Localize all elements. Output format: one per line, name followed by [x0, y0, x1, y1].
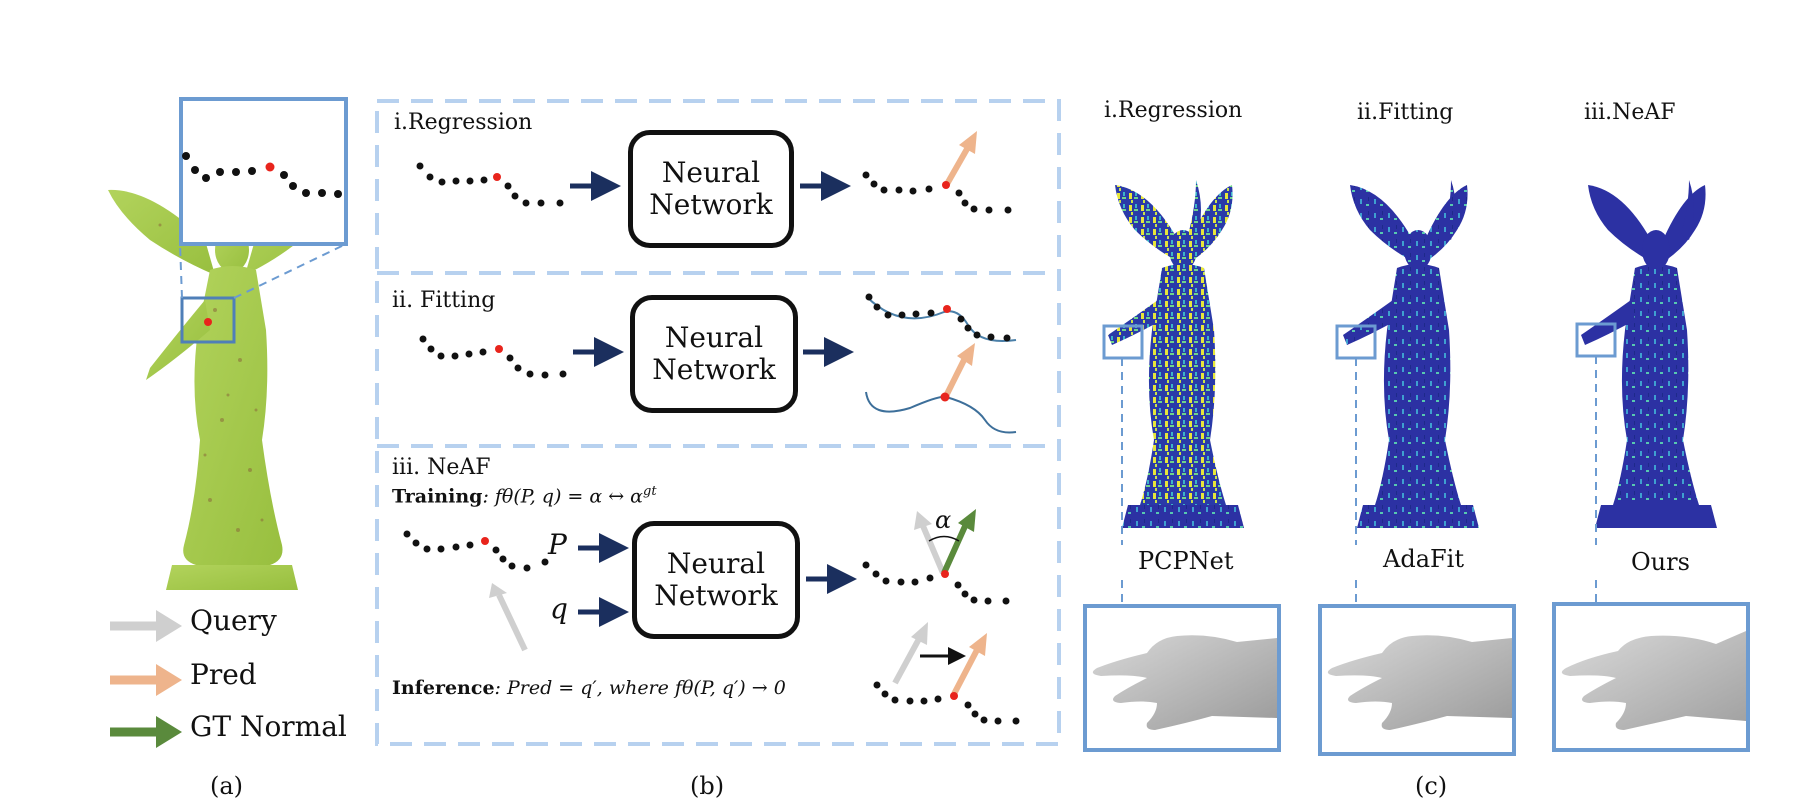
col-heading-fitting: ii.Fitting: [1357, 100, 1454, 125]
caption-c: (c): [1415, 772, 1448, 800]
regression-title: i.Regression: [394, 110, 533, 135]
fitting-title: ii. Fitting: [392, 288, 496, 313]
input-q-label: q: [550, 592, 568, 625]
legend-pred-icon: [110, 664, 182, 696]
input-p-label: P: [548, 528, 567, 561]
zoom-inset-box: [179, 97, 348, 246]
neaf-output-points: [862, 561, 1010, 605]
inference-equation: Inference: Pred = q′, where fθ(P, q′) → …: [392, 677, 786, 699]
zoom-region-box: [180, 296, 236, 344]
legend-query-icon: [110, 610, 182, 642]
inference-pred-arrow: [951, 646, 981, 696]
model-label-ours: Ours: [1631, 548, 1690, 576]
hand-zoom-adafit: [1318, 604, 1516, 756]
training-label: Training: [392, 485, 483, 508]
fitting-input-points: [419, 335, 567, 379]
training-formula: : fθ(P, q) = α ↔ α: [482, 485, 644, 508]
inference-formula: : Pred = q′, where fθ(P, q′) → 0: [494, 677, 786, 699]
query-point: [204, 318, 212, 326]
legend-pred-label: Pred: [190, 658, 257, 691]
model-label-pcpnet: PCPNet: [1138, 547, 1234, 575]
regression-nn-box: Neural Network: [628, 130, 794, 248]
heatmap-ours: [1581, 180, 1717, 528]
nn-label-line2: Network: [652, 353, 776, 386]
fitting-nn-box: Neural Network: [630, 295, 798, 413]
hand-shape: [1327, 635, 1512, 730]
fitting-curve-top: [866, 296, 1017, 342]
caption-a: (a): [210, 772, 244, 800]
training-equation: Training: fθ(P, q) = α ↔ αgt: [392, 484, 657, 507]
nn-label-line2: Network: [649, 188, 773, 221]
hand-shape: [1092, 635, 1277, 730]
inference-label: Inference: [392, 677, 495, 699]
heatmap-adafit: [1343, 180, 1479, 528]
nn-label-line1: Neural: [666, 546, 766, 580]
zoom-inset-points: [182, 152, 342, 198]
panel-b-frame: [375, 99, 1061, 746]
nn-label-line1: Neural: [664, 320, 764, 354]
regression-input-points: [416, 162, 564, 207]
nn-label-line2: Network: [654, 579, 778, 612]
hand-shape: [1561, 631, 1746, 730]
model-label-adafit: AdaFit: [1383, 545, 1464, 573]
legend-query-label: Query: [190, 604, 277, 637]
neaf-title: iii. NeAF: [392, 455, 491, 480]
caption-b: (b): [690, 772, 725, 800]
neaf-gt-arrow: [941, 522, 969, 575]
angle-alpha-label: α: [935, 506, 952, 534]
col-heading-regression: i.Regression: [1104, 98, 1243, 123]
fitting-pred-arrow: [943, 356, 968, 398]
regression-output-points: [862, 171, 1012, 214]
heatmap-pcpnet: [1108, 180, 1244, 528]
neaf-input-points: [403, 530, 549, 572]
neaf-nn-box: Neural Network: [632, 521, 800, 639]
hand-zoom-ours: [1552, 602, 1750, 752]
col-heading-neaf: iii.NeAF: [1584, 100, 1676, 125]
regression-pred-arrow: [944, 147, 970, 186]
training-sup: gt: [643, 484, 657, 499]
legend-gt-label: GT Normal: [190, 710, 347, 743]
neaf-query-arrow: [496, 593, 528, 652]
nn-label-line1: Neural: [661, 155, 761, 189]
hand-zoom-pcpnet: [1083, 604, 1281, 752]
legend-gt-icon: [110, 716, 182, 748]
